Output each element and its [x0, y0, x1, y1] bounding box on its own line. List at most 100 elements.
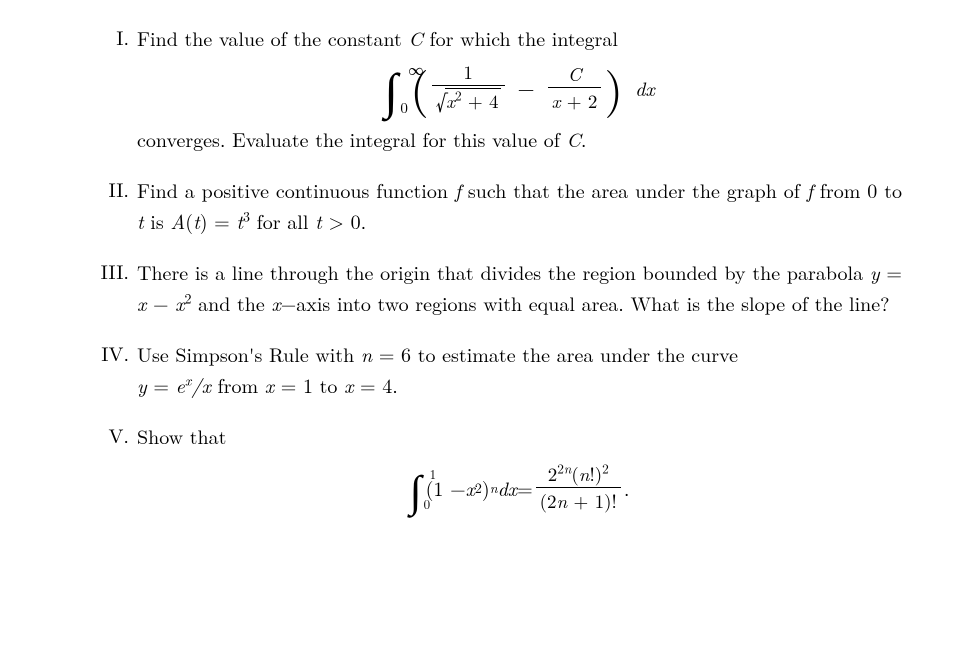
- sup-2: 2: [557, 458, 564, 477]
- text: !): [589, 460, 602, 487]
- denominator: (2n + 1)!: [536, 487, 621, 513]
- integral-symbol: ∫: [410, 456, 422, 519]
- var-n: n: [361, 339, 372, 368]
- text: ) =: [200, 206, 237, 235]
- text: −axis into two regions with: [281, 288, 522, 317]
- text: −: [146, 288, 175, 317]
- numerator: 22n(n!)2: [544, 463, 613, 487]
- problem-5: V. Show that ∫ 1 0 (1 − x2)n dx = 22n(n!…: [95, 420, 902, 521]
- text: =: [517, 472, 533, 503]
- text: (: [185, 206, 193, 235]
- sup-2n: 2n: [557, 458, 571, 477]
- integral-lower: 0: [424, 497, 431, 510]
- problem-numeral: II.: [95, 174, 129, 204]
- var-e: e: [176, 370, 185, 399]
- text: such that the area under the: [461, 175, 720, 204]
- text: converges. Evaluate the integral for thi…: [137, 124, 567, 153]
- var-C: C: [409, 23, 423, 52]
- text: + 1)!: [567, 487, 617, 514]
- text: = 6 to estimate the area under the curve: [372, 339, 738, 368]
- var-t: t: [137, 206, 144, 235]
- var-A: A: [170, 206, 185, 235]
- problem-numeral: I.: [95, 22, 129, 52]
- text: Show that: [137, 421, 226, 450]
- sup-3: 3: [243, 206, 250, 226]
- text: = 4.: [353, 370, 397, 399]
- var-x: x: [271, 288, 280, 317]
- integral-display: ∫ 1 0 (1 − x2)n dx = 22n(n!)2 (2n + 1)! …: [137, 463, 902, 513]
- var-x: x: [202, 370, 211, 399]
- text: Find the value of the constant: [137, 23, 409, 52]
- var-C: C: [567, 124, 581, 153]
- dx: dx: [498, 472, 518, 503]
- text: (: [571, 460, 578, 487]
- sup-2: 2: [602, 458, 609, 477]
- var-t: t: [315, 206, 322, 235]
- text: for all: [250, 206, 315, 235]
- numerator: 1: [459, 61, 477, 85]
- integral-display: ∫ ∞ 0 ( 1 √ x2 + 4: [137, 61, 902, 115]
- text: for which the integral: [423, 23, 618, 52]
- minus: −: [518, 71, 535, 105]
- integral-symbol: ∫: [384, 52, 398, 123]
- text: by the parabola: [724, 257, 869, 286]
- text: equal area. What is the slope of the lin…: [529, 288, 890, 317]
- text: + 4: [462, 87, 499, 114]
- text: graph of: [727, 175, 807, 204]
- var-x: x: [265, 370, 274, 399]
- fraction-2: C x + 2: [548, 63, 602, 113]
- text: > 0.: [322, 206, 366, 235]
- text: ): [482, 472, 490, 503]
- text: =: [880, 257, 902, 286]
- text: + 2: [560, 87, 597, 114]
- var-y: y: [137, 370, 147, 399]
- text: Find a positive continuous function: [137, 175, 455, 204]
- numerator-C: C: [564, 63, 586, 87]
- integral-sign: ∫ ∞ 0: [384, 63, 398, 113]
- problem-numeral: III.: [95, 256, 129, 286]
- period: .: [624, 472, 630, 503]
- problem-text: Find a positive continuous function f su…: [137, 174, 902, 236]
- denominator: √ x2 + 4: [432, 85, 505, 115]
- dx: dx: [635, 72, 655, 103]
- var-n: n: [557, 487, 568, 514]
- text: and the: [191, 288, 271, 317]
- rparen: ): [604, 62, 623, 110]
- var-x: x: [137, 288, 146, 317]
- denominator: x + 2: [548, 87, 602, 113]
- sqrt-body: x2 + 4: [445, 88, 500, 113]
- text: There is a line through the origin that …: [137, 257, 718, 286]
- text: .: [581, 124, 587, 153]
- slash: /: [191, 370, 201, 399]
- text: from: [211, 370, 265, 399]
- text: =: [147, 370, 176, 399]
- integral-row: ∫ 1 0 (1 − x2)n dx = 22n(n!)2 (2n + 1)! …: [410, 463, 630, 513]
- sup-2: 2: [455, 85, 462, 104]
- text: 2: [548, 460, 558, 487]
- problem-numeral: V.: [95, 420, 129, 450]
- integral-lower: 0: [400, 100, 408, 115]
- problem-numeral: IV.: [95, 338, 129, 368]
- text: = 1 to: [274, 370, 344, 399]
- text: (2: [540, 487, 557, 514]
- text: Use Simpson's Rule with: [137, 339, 361, 368]
- problem-4: IV. Use Simpson's Rule with n = 6 to est…: [95, 338, 902, 400]
- var-n: n: [579, 460, 590, 487]
- problem-2: II. Find a positive continuous function …: [95, 174, 902, 236]
- var-y: y: [870, 257, 880, 286]
- problem-1: I. Find the value of the constant C for …: [95, 22, 902, 154]
- integral-sign: ∫ 1 0: [410, 466, 422, 510]
- var-x: x: [466, 472, 475, 503]
- text: is: [144, 206, 171, 235]
- problem-text: There is a line through the origin that …: [137, 256, 902, 318]
- problem-text: Use Simpson's Rule with n = 6 to estimat…: [137, 338, 902, 400]
- sqrt-sign: √: [436, 88, 447, 112]
- integral-upper: 1: [430, 467, 437, 480]
- sqrt: √ x2 + 4: [436, 88, 501, 113]
- lparen: (: [410, 62, 429, 110]
- document-content: I. Find the value of the constant C for …: [0, 0, 977, 547]
- text: from 0 to: [813, 175, 902, 204]
- problem-3: III. There is a line through the origin …: [95, 256, 902, 318]
- problem-text: Find the value of the constant C for whi…: [137, 22, 902, 154]
- var-x: x: [344, 370, 353, 399]
